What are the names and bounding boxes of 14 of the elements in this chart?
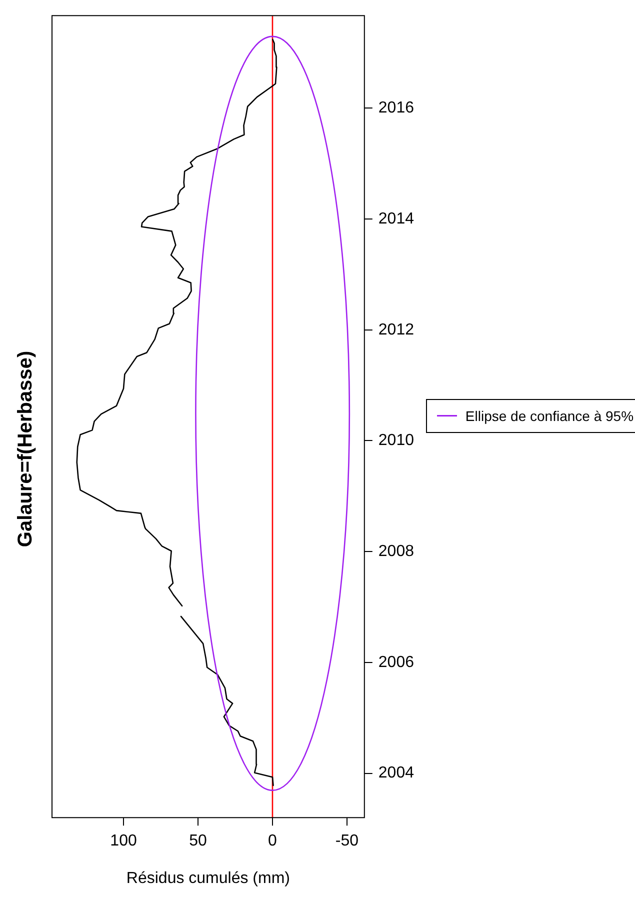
x-tick-label: -50	[335, 832, 359, 850]
y-tick-label: 2006	[378, 654, 414, 671]
y-tick-label: 2004	[378, 764, 414, 782]
y-tick-label: 2014	[378, 210, 414, 228]
y-tick-label: 2016	[378, 100, 414, 117]
y-tick-label: 2012	[378, 321, 414, 338]
y-tick-label: 2008	[378, 542, 414, 560]
text: Galaure=f(Herbasse)	[14, 350, 37, 548]
x-tick-label: 0	[268, 832, 278, 850]
x-tick-label: 50	[189, 832, 207, 850]
y-tick-label: 2010	[378, 432, 414, 450]
text: Ellipse de confiance à 95%	[465, 408, 634, 424]
x-axis-title: Résidus cumulés (mm)	[126, 870, 290, 887]
x-tick-label: 100	[110, 832, 137, 850]
